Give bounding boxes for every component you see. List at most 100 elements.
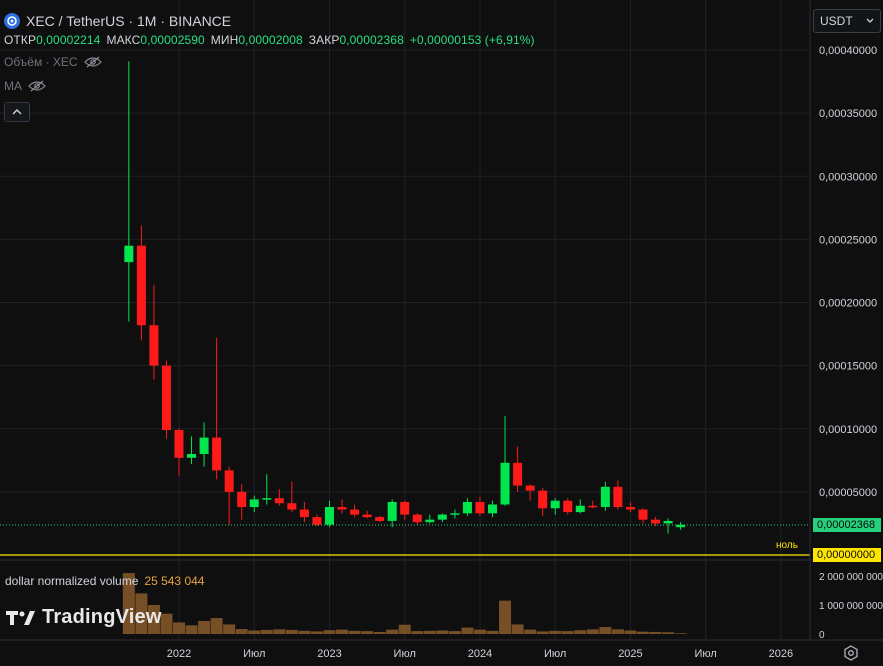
candle[interactable] xyxy=(174,428,184,476)
volume-bar xyxy=(147,605,160,634)
volume-axis[interactable]: 2 000 000 000 1 000 000 000 0 xyxy=(819,572,883,641)
volume-pane-value: 25 543 044 xyxy=(144,574,205,588)
candle[interactable] xyxy=(550,498,560,515)
candle[interactable] xyxy=(161,360,171,439)
candle[interactable] xyxy=(500,416,510,506)
candle[interactable] xyxy=(575,499,585,514)
volume-bar xyxy=(336,629,349,634)
candle-body xyxy=(224,470,234,492)
candle[interactable] xyxy=(350,504,360,518)
volume-bar xyxy=(486,630,499,634)
time-axis-label: 2025 xyxy=(618,648,642,660)
candle[interactable] xyxy=(362,510,372,519)
volume-bar xyxy=(674,633,687,634)
candle-body xyxy=(676,524,686,528)
time-axis-label: Июл xyxy=(695,648,717,660)
eye-hidden-icon[interactable] xyxy=(28,80,46,92)
candle[interactable] xyxy=(400,500,410,520)
candle[interactable] xyxy=(638,508,648,524)
price-axis-tick: 0,00035000 xyxy=(819,108,877,120)
candle[interactable] xyxy=(274,489,284,506)
volume-indicator-row[interactable]: Объём · XEC xyxy=(4,55,102,69)
collapse-indicators-button[interactable] xyxy=(4,102,30,122)
currency-select[interactable]: USDT xyxy=(813,9,881,33)
candle[interactable] xyxy=(299,501,309,523)
volume-bar xyxy=(511,624,524,634)
volume-bar xyxy=(574,630,587,634)
ohlc-high-key: МАКС xyxy=(106,33,141,47)
candle[interactable] xyxy=(312,514,322,526)
candle-body xyxy=(161,365,171,431)
volume-indicator-label[interactable]: Объём · XEC xyxy=(4,55,78,69)
candle[interactable] xyxy=(375,515,385,523)
candle[interactable] xyxy=(136,225,146,341)
volume-bar xyxy=(611,629,624,634)
candle-body xyxy=(538,490,548,509)
candle[interactable] xyxy=(663,518,673,534)
candle-body xyxy=(375,517,385,521)
candle-body xyxy=(651,519,661,524)
candle[interactable] xyxy=(450,509,460,519)
volume-pane-legend[interactable]: dollar normalized volume 25 543 044 xyxy=(5,574,204,588)
candle[interactable] xyxy=(249,495,259,513)
candle[interactable] xyxy=(287,481,297,513)
volume-bar xyxy=(549,630,562,634)
candle-body xyxy=(350,509,360,515)
candle[interactable] xyxy=(425,514,435,524)
candle[interactable] xyxy=(676,522,686,530)
symbol-header[interactable]: XEC / TetherUS · 1M · BINANCE xyxy=(4,11,231,31)
eye-hidden-icon[interactable] xyxy=(83,56,102,68)
zero-line-label: ноль xyxy=(776,540,798,551)
ma-indicator-row[interactable]: MA xyxy=(4,79,46,93)
candle[interactable] xyxy=(600,481,610,511)
volume-bar xyxy=(260,629,273,634)
time-axis-label: 2026 xyxy=(769,648,793,660)
volume-bar xyxy=(448,631,461,634)
candle[interactable] xyxy=(337,499,347,514)
time-axis[interactable]: 2022 Июл 2023 Июл 2024 Июл 2025 Июл 2026 xyxy=(167,648,793,660)
candle[interactable] xyxy=(488,500,497,518)
candle-body xyxy=(600,486,610,508)
volume-bar xyxy=(411,631,424,634)
candle[interactable] xyxy=(187,436,197,465)
candle-body xyxy=(588,505,598,508)
candle[interactable] xyxy=(387,499,397,528)
candle[interactable] xyxy=(513,446,523,492)
candle[interactable] xyxy=(199,422,209,467)
volume-pane-label: dollar normalized volume xyxy=(5,574,139,588)
volume-bar xyxy=(649,631,662,634)
time-axis-label: 2022 xyxy=(167,648,191,660)
volume-bar xyxy=(248,630,261,634)
candle[interactable] xyxy=(212,337,222,480)
candle[interactable] xyxy=(525,484,535,501)
candle[interactable] xyxy=(588,500,598,509)
volume-bar xyxy=(285,629,298,634)
price-axis-tick: 0,00030000 xyxy=(819,171,877,183)
volume-bar xyxy=(135,593,148,634)
candle[interactable] xyxy=(412,513,422,525)
candle[interactable] xyxy=(462,498,472,516)
price-axis[interactable]: 0,00040000 0,00035000 0,00030000 0,00025000… xyxy=(819,45,877,499)
candle[interactable] xyxy=(563,498,573,515)
time-axis-label: Июл xyxy=(544,648,566,660)
candle[interactable] xyxy=(475,496,485,516)
volume-bar xyxy=(210,618,223,634)
candle[interactable] xyxy=(651,517,661,526)
candle[interactable] xyxy=(262,474,272,505)
candle[interactable] xyxy=(324,500,334,528)
candle[interactable] xyxy=(613,480,623,510)
candle-body xyxy=(462,501,472,514)
candle[interactable] xyxy=(149,284,159,380)
candle[interactable] xyxy=(625,501,635,513)
candle[interactable] xyxy=(224,466,234,525)
settings-gear-button[interactable] xyxy=(843,645,861,661)
tradingview-logo[interactable]: TradingView xyxy=(6,606,162,629)
candle[interactable] xyxy=(237,484,247,520)
ma-indicator-label[interactable]: MA xyxy=(4,79,22,93)
candle[interactable] xyxy=(437,513,447,523)
candle-body xyxy=(488,504,497,514)
candle[interactable] xyxy=(124,61,134,322)
candle[interactable] xyxy=(538,488,548,516)
symbol-title[interactable]: XEC / TetherUS · 1M · BINANCE xyxy=(26,13,232,29)
